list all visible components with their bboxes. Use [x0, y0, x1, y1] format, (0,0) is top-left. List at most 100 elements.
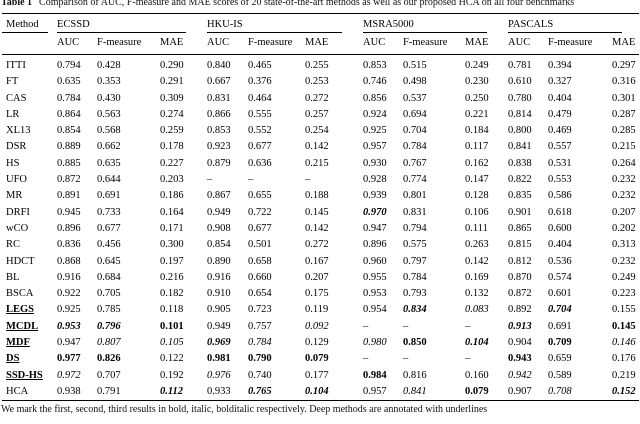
value-cell: 0.954 — [363, 304, 387, 316]
value-cell: 0.155 — [612, 304, 636, 316]
table-row: BL 0.916 0.684 0.216 0.916 0.660 0.207 0.955 0.… — [2, 270, 639, 286]
value-cell: 0.765 — [248, 385, 272, 397]
benchmark-header-msra5000: MSRA5000 — [359, 14, 504, 33]
value-cell: 0.890 — [207, 255, 231, 267]
value-cell: 0.780 — [508, 92, 532, 104]
value-cell: 0.215 — [612, 141, 636, 153]
value-cell: 0.083 — [465, 304, 489, 316]
value-cell: 0.645 — [97, 255, 121, 267]
value-cell: 0.263 — [465, 239, 489, 251]
metric-header-fmeasure: F-measure — [244, 33, 302, 55]
value-cell: 0.404 — [548, 239, 572, 251]
value-cell: 0.465 — [248, 60, 272, 71]
value-cell: 0.654 — [248, 288, 272, 300]
value-cell: 0.841 — [403, 385, 427, 397]
value-cell: 0.552 — [248, 125, 272, 137]
table-caption-label: Table 1 — [1, 0, 33, 8]
value-cell: 0.947 — [363, 222, 387, 234]
value-cell: 0.826 — [97, 353, 121, 365]
value-cell: 0.822 — [508, 174, 532, 186]
value-cell: 0.836 — [57, 239, 81, 251]
value-cell: 0.106 — [465, 206, 489, 218]
value-cell: 0.253 — [305, 76, 329, 88]
method-cell: DS — [6, 353, 20, 365]
value-cell: 0.287 — [612, 108, 636, 120]
method-column-header: Method — [2, 14, 53, 33]
value-cell: 0.586 — [548, 190, 572, 202]
value-cell: 0.142 — [305, 222, 329, 234]
value-cell: 0.924 — [363, 108, 387, 120]
value-cell: 0.203 — [160, 174, 184, 186]
value-cell: 0.800 — [508, 125, 532, 137]
value-cell: 0.300 — [160, 239, 184, 251]
value-cell: 0.257 — [305, 108, 329, 120]
value-cell: 0.188 — [305, 190, 329, 202]
value-cell: 0.831 — [403, 206, 427, 218]
value-cell: 0.555 — [248, 108, 272, 120]
method-cell: MR — [6, 190, 23, 202]
value-cell: 0.677 — [248, 222, 272, 234]
value-cell: – — [465, 353, 471, 365]
value-cell: – — [363, 320, 369, 332]
value-cell: 0.814 — [508, 108, 532, 120]
value-cell: 0.464 — [248, 92, 272, 104]
method-cell: LEGS — [6, 304, 35, 316]
value-cell: 0.677 — [97, 222, 121, 234]
value-cell: 0.259 — [160, 125, 184, 137]
table-row: DS 0.977 0.826 0.122 0.981 0.790 0.079 – – – 0.94… — [2, 351, 639, 367]
benchmark-header-hku-is: HKU-IS — [203, 14, 359, 33]
value-cell: 0.812 — [508, 255, 532, 267]
metric-header-fmeasure: F-measure — [93, 33, 156, 55]
value-cell: 0.184 — [465, 125, 489, 137]
value-cell: 0.945 — [57, 206, 81, 218]
value-cell: 0.575 — [403, 239, 427, 251]
value-cell: 0.142 — [465, 255, 489, 267]
value-cell: 0.784 — [57, 92, 81, 104]
value-cell: – — [305, 174, 311, 186]
value-cell: 0.740 — [248, 369, 272, 381]
value-cell: 0.872 — [508, 288, 532, 300]
method-cell: wCO — [6, 222, 29, 234]
value-cell: 0.531 — [548, 157, 572, 169]
value-cell: 0.831 — [207, 92, 231, 104]
value-cell: 0.636 — [248, 157, 272, 169]
value-cell: 0.834 — [403, 304, 427, 316]
value-cell: 0.705 — [97, 288, 121, 300]
value-cell: 0.694 — [403, 108, 427, 120]
value-cell: 0.969 — [207, 337, 231, 349]
value-cell: 0.142 — [305, 141, 329, 153]
value-cell: 0.757 — [248, 320, 272, 332]
value-cell: 0.976 — [207, 369, 231, 381]
value-cell: 0.960 — [363, 255, 387, 267]
value-cell: 0.815 — [508, 239, 532, 251]
value-cell: 0.568 — [97, 125, 121, 137]
method-cell: FT — [6, 76, 19, 88]
table-row: wCO 0.896 0.677 0.171 0.908 0.677 0.142 0.947 0… — [2, 221, 639, 237]
value-cell: 0.922 — [57, 288, 81, 300]
value-cell: 0.574 — [548, 271, 572, 283]
value-cell: 0.309 — [160, 92, 184, 104]
value-cell: 0.456 — [97, 239, 121, 251]
value-cell: 0.784 — [403, 271, 427, 283]
table-row: RC 0.836 0.456 0.300 0.854 0.501 0.272 0.896 0.… — [2, 237, 639, 253]
value-cell: 0.104 — [465, 337, 489, 349]
value-cell: 0.980 — [363, 337, 387, 349]
value-cell: 0.635 — [97, 157, 121, 169]
value-cell: 0.313 — [612, 239, 636, 251]
value-cell: 0.600 — [548, 222, 572, 234]
value-cell: 0.192 — [160, 369, 184, 381]
value-cell: 0.841 — [508, 141, 532, 153]
value-cell: 0.930 — [363, 157, 387, 169]
value-cell: 0.079 — [305, 353, 329, 365]
value-cell: 0.790 — [248, 353, 272, 365]
value-cell: 0.394 — [548, 60, 572, 71]
value-cell: 0.892 — [508, 304, 532, 316]
method-cell: HS — [6, 157, 20, 169]
value-cell: 0.677 — [248, 141, 272, 153]
value-cell: 0.885 — [57, 157, 81, 169]
value-cell: 0.428 — [97, 60, 121, 71]
value-cell: 0.977 — [57, 353, 81, 365]
value-cell: 0.840 — [207, 60, 231, 71]
value-cell: 0.807 — [97, 337, 121, 349]
value-cell: 0.949 — [207, 320, 231, 332]
